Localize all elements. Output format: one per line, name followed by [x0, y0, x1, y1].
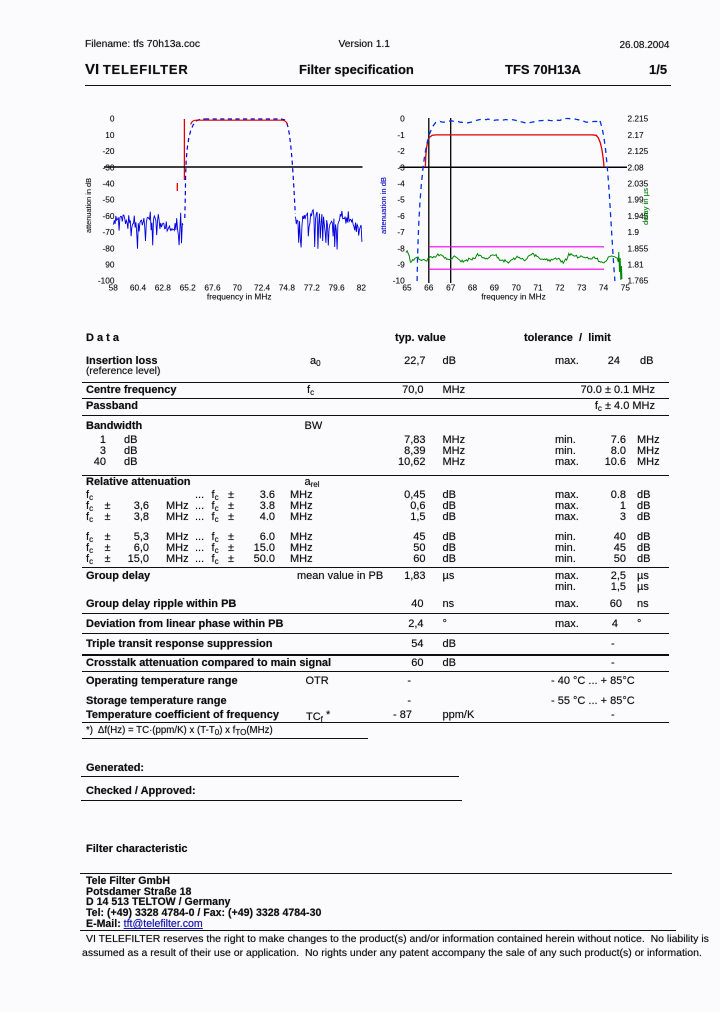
svg-text:79.6: 79.6: [329, 283, 346, 293]
svg-text:-9: -9: [397, 260, 405, 270]
svg-text:-2: -2: [397, 146, 405, 156]
svg-text:2.17: 2.17: [628, 130, 645, 140]
svg-text:67: 67: [446, 283, 456, 293]
svg-text:2.215: 2.215: [628, 114, 649, 124]
svg-text:65.2: 65.2: [180, 283, 197, 293]
svg-text:67.6: 67.6: [204, 283, 221, 293]
svg-text:-30: -30: [103, 162, 115, 172]
svg-text:70: 70: [233, 283, 243, 293]
svg-text:68: 68: [468, 283, 478, 293]
svg-text:-40: -40: [103, 179, 115, 189]
svg-text:82: 82: [357, 283, 367, 293]
svg-text:delay in µs: delay in µs: [641, 188, 650, 225]
svg-text:90: 90: [105, 260, 115, 270]
svg-text:69: 69: [490, 283, 500, 293]
svg-text:2.125: 2.125: [628, 146, 649, 156]
svg-text:1.99: 1.99: [628, 195, 645, 205]
svg-text:-50: -50: [103, 195, 115, 205]
svg-text:0: 0: [110, 114, 115, 124]
svg-text:66: 66: [424, 283, 434, 293]
svg-text:-1: -1: [397, 130, 405, 140]
svg-text:-4: -4: [397, 179, 405, 189]
svg-text:-70: -70: [103, 227, 115, 237]
svg-text:74.8: 74.8: [279, 283, 296, 293]
svg-text:62.8: 62.8: [155, 283, 172, 293]
svg-text:10: 10: [105, 130, 115, 140]
svg-text:-5: -5: [397, 195, 405, 205]
svg-text:1.855: 1.855: [628, 243, 649, 253]
svg-text:1.9: 1.9: [628, 227, 640, 237]
svg-text:2.08: 2.08: [628, 162, 645, 172]
svg-text:72: 72: [555, 283, 565, 293]
svg-text:1.945: 1.945: [628, 211, 649, 221]
svg-text:75: 75: [621, 283, 631, 293]
svg-text:73: 73: [577, 283, 587, 293]
svg-text:-80: -80: [103, 243, 115, 253]
svg-text:70: 70: [512, 283, 522, 293]
svg-text:-10: -10: [393, 276, 405, 286]
svg-text:0: 0: [400, 114, 405, 124]
svg-text:-100: -100: [98, 276, 115, 286]
svg-text:attenuation in dB: attenuation in dB: [379, 177, 388, 234]
svg-text:65: 65: [402, 283, 412, 293]
svg-text:-6: -6: [397, 211, 405, 221]
svg-text:58: 58: [109, 283, 119, 293]
svg-text:71: 71: [533, 283, 543, 293]
svg-text:-60: -60: [103, 211, 115, 221]
svg-text:-20: -20: [103, 146, 115, 156]
svg-text:1.81: 1.81: [628, 260, 645, 270]
svg-text:frequency in MHz: frequency in MHz: [481, 292, 546, 302]
svg-text:-3: -3: [397, 162, 405, 172]
svg-text:1.765: 1.765: [628, 276, 649, 286]
svg-text:frequency in MHz: frequency in MHz: [207, 292, 272, 302]
svg-text:-8: -8: [397, 243, 405, 253]
svg-text:77.2: 77.2: [304, 283, 321, 293]
svg-text:2.035: 2.035: [628, 179, 649, 189]
svg-text:-7: -7: [397, 227, 405, 237]
svg-text:74: 74: [599, 283, 609, 293]
svg-text:60.4: 60.4: [130, 283, 147, 293]
svg-text:72.4: 72.4: [254, 283, 271, 293]
svg-text:attenuation in dB: attenuation in dB: [84, 178, 93, 233]
